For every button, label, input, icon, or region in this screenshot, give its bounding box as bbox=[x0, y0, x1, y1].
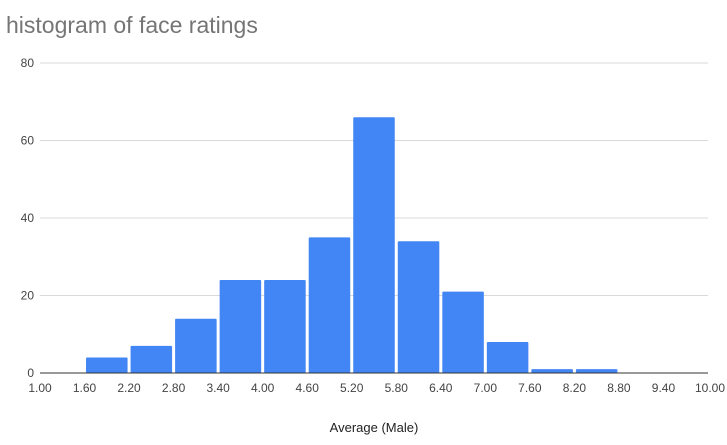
x-tick-label: 1.60 bbox=[73, 381, 97, 395]
histogram-bar bbox=[353, 117, 395, 373]
histogram-bar bbox=[86, 357, 128, 373]
chart-title: histogram of face ratings bbox=[6, 12, 258, 38]
x-tick-label: 1.00 bbox=[28, 381, 52, 395]
histogram-bars bbox=[86, 117, 618, 373]
y-tick-label: 20 bbox=[21, 289, 35, 303]
x-tick-label: 2.20 bbox=[117, 381, 141, 395]
x-tick-label: 8.20 bbox=[563, 381, 587, 395]
x-tick-label: 4.00 bbox=[251, 381, 275, 395]
histogram-bar bbox=[308, 237, 351, 373]
histogram-bar bbox=[175, 318, 217, 373]
y-tick-label: 80 bbox=[21, 56, 35, 70]
histogram-bar bbox=[219, 280, 262, 373]
y-tick-label: 40 bbox=[21, 211, 35, 225]
histogram-bar bbox=[575, 369, 618, 373]
x-tick-label: 7.00 bbox=[474, 381, 498, 395]
histogram-bar bbox=[130, 345, 173, 373]
histogram-bar bbox=[531, 369, 573, 373]
x-tick-label: 4.60 bbox=[296, 381, 320, 395]
x-tick-label: 10.00 bbox=[695, 381, 725, 395]
x-axis-title: Average (Male) bbox=[330, 420, 419, 435]
x-tick-label: 5.80 bbox=[385, 381, 409, 395]
x-tick-label: 9.40 bbox=[652, 381, 676, 395]
y-tick-label: 0 bbox=[27, 366, 34, 380]
histogram-bar bbox=[486, 342, 529, 373]
x-tick-label: 3.40 bbox=[206, 381, 230, 395]
histogram-bar bbox=[397, 241, 440, 373]
histogram-bar bbox=[264, 280, 306, 373]
histogram-bar bbox=[442, 291, 484, 373]
y-tick-label: 60 bbox=[21, 134, 35, 148]
x-tick-label: 2.80 bbox=[162, 381, 186, 395]
x-tick-label: 5.20 bbox=[340, 381, 364, 395]
x-axis-tick-labels: 1.00 1.60 2.20 2.80 3.40 4.00 4.60 5.20 5.80 6.40… bbox=[28, 381, 725, 395]
x-tick-label: 6.40 bbox=[429, 381, 453, 395]
y-axis-tick-labels: 0 20 40 60 80 bbox=[21, 56, 35, 380]
x-tick-label: 8.80 bbox=[607, 381, 631, 395]
x-tick-label: 7.60 bbox=[518, 381, 542, 395]
